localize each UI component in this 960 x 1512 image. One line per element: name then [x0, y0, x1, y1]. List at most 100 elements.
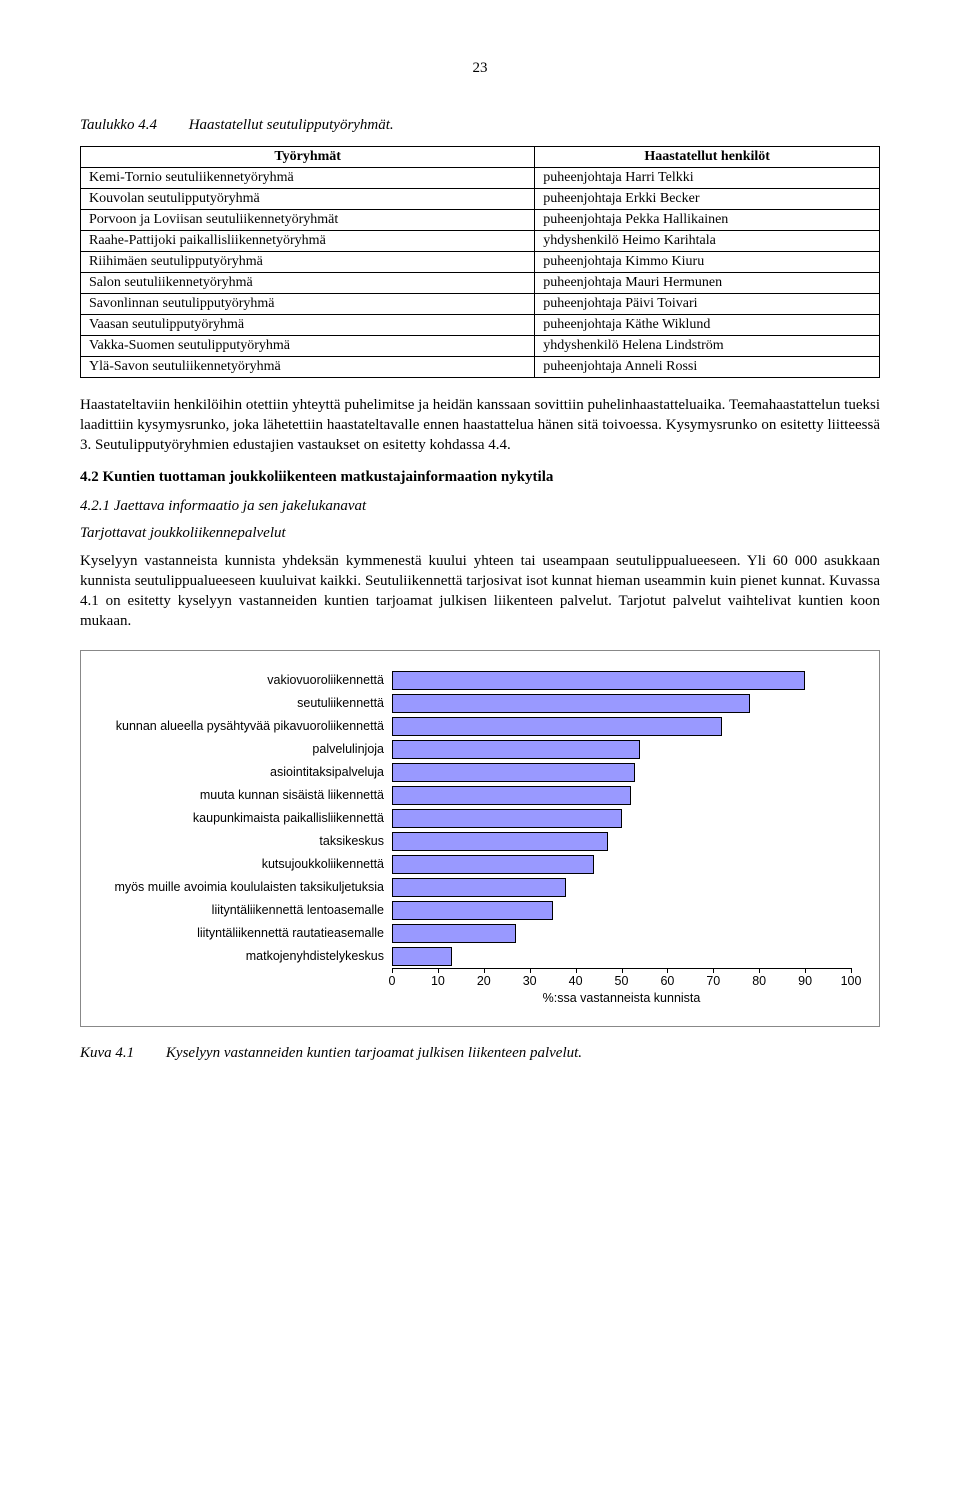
axis-tick: [484, 968, 485, 973]
table-cell: Kouvolan seutulipputyöryhmä: [81, 189, 535, 210]
bar-label: liityntäliikennettä lentoasemalle: [89, 903, 392, 917]
bar-track: [392, 899, 851, 922]
bar-chart: vakiovuoroliikennettä seutuliikennettä kun…: [80, 650, 880, 1027]
figure-caption-num: Kuva 4.1: [80, 1045, 134, 1061]
axis-tick: [667, 968, 668, 973]
axis-tick-label: 40: [569, 974, 583, 988]
bar-track: [392, 669, 851, 692]
table-cell: yhdyshenkilö Heimo Karihtala: [535, 231, 880, 252]
table-row: Kemi-Tornio seutuliikennetyöryhmäpuheenj…: [81, 168, 880, 189]
bar-row: kaupunkimaista paikallisliikennettä: [89, 807, 851, 830]
table-cell: Vakka-Suomen seutulipputyöryhmä: [81, 336, 535, 357]
bar-label: seutuliikennettä: [89, 696, 392, 710]
bar-fill: [392, 671, 805, 690]
bar-label: kunnan alueella pysähtyvää pikavuoroliik…: [89, 719, 392, 733]
table-cell: Porvoon ja Loviisan seutuliikennetyöryhm…: [81, 210, 535, 231]
axis-tick: [438, 968, 439, 973]
bar-track: [392, 945, 851, 968]
table-caption-num: Taulukko 4.4: [80, 117, 157, 133]
bar-label: matkojenyhdistelykeskus: [89, 949, 392, 963]
axis-tick-label: 90: [798, 974, 812, 988]
table-header-cell: Haastatellut henkilöt: [535, 147, 880, 168]
bar-fill: [392, 809, 622, 828]
bar-track: [392, 761, 851, 784]
table-cell: Ylä-Savon seutuliikennetyöryhmä: [81, 357, 535, 378]
page-number: 23: [80, 60, 880, 77]
axis-tick: [713, 968, 714, 973]
table-cell: puheenjohtaja Kimmo Kiuru: [535, 252, 880, 273]
axis-tick: [805, 968, 806, 973]
table-cell: Raahe-Pattijoki paikallisliikennetyöryhm…: [81, 231, 535, 252]
bar-label: muuta kunnan sisäistä liikennettä: [89, 788, 392, 802]
table-row: Raahe-Pattijoki paikallisliikennetyöryhm…: [81, 231, 880, 252]
axis-tick: [530, 968, 531, 973]
bar-track: [392, 738, 851, 761]
x-axis-label: %:ssa vastanneista kunnista: [392, 991, 851, 1005]
subsection-service: Tarjottavat joukkoliikennepalvelut: [80, 525, 880, 542]
bar-track: [392, 922, 851, 945]
bar-label: vakiovuoroliikennettä: [89, 673, 392, 687]
axis-tick-label: 80: [752, 974, 766, 988]
bar-fill: [392, 832, 608, 851]
table-cell: Savonlinnan seutulipputyöryhmä: [81, 294, 535, 315]
table-cell: puheenjohtaja Mauri Hermunen: [535, 273, 880, 294]
bar-row: liityntäliikennettä rautatieasemalle: [89, 922, 851, 945]
bar-row: seutuliikennettä: [89, 692, 851, 715]
table-cell: Riihimäen seutulipputyöryhmä: [81, 252, 535, 273]
axis-tick: [851, 968, 852, 973]
bar-label: kutsujoukkoliikennettä: [89, 857, 392, 871]
axis-tick: [759, 968, 760, 973]
axis-tick-label: 70: [706, 974, 720, 988]
figure-caption-text: Kyselyyn vastanneiden kuntien tarjoamat …: [166, 1045, 582, 1061]
table-cell: yhdyshenkilö Helena Lindström: [535, 336, 880, 357]
bar-fill: [392, 855, 594, 874]
bar-track: [392, 830, 851, 853]
table-header-cell: Työryhmät: [81, 147, 535, 168]
axis-tick: [392, 968, 393, 973]
bar-row: vakiovuoroliikennettä: [89, 669, 851, 692]
bar-track: [392, 807, 851, 830]
table-row: Kouvolan seutulipputyöryhmäpuheenjohtaja…: [81, 189, 880, 210]
table-cell: Vaasan seutulipputyöryhmä: [81, 315, 535, 336]
bar-fill: [392, 901, 553, 920]
axis-tick-label: 0: [389, 974, 396, 988]
bar-fill: [392, 740, 640, 759]
bar-row: asiointitaksipalveluja: [89, 761, 851, 784]
bar-fill: [392, 878, 566, 897]
bar-track: [392, 784, 851, 807]
table-row: Vaasan seutulipputyöryhmäpuheenjohtaja K…: [81, 315, 880, 336]
bar-label: asiointitaksipalveluja: [89, 765, 392, 779]
bar-track: [392, 853, 851, 876]
bar-row: kunnan alueella pysähtyvää pikavuoroliik…: [89, 715, 851, 738]
table-cell: puheenjohtaja Pekka Hallikainen: [535, 210, 880, 231]
bar-fill: [392, 763, 635, 782]
paragraph: Haastateltaviin henkilöihin otettiin yht…: [80, 396, 880, 455]
table-cell: puheenjohtaja Käthe Wiklund: [535, 315, 880, 336]
bar-track: [392, 692, 851, 715]
table-cell: puheenjohtaja Erkki Becker: [535, 189, 880, 210]
table-row: Ylä-Savon seutuliikennetyöryhmäpuheenjoh…: [81, 357, 880, 378]
axis-tick: [576, 968, 577, 973]
bar-label: kaupunkimaista paikallisliikennettä: [89, 811, 392, 825]
bar-track: [392, 876, 851, 899]
bar-fill: [392, 786, 631, 805]
bar-row: kutsujoukkoliikennettä: [89, 853, 851, 876]
bar-row: palvelulinjoja: [89, 738, 851, 761]
table-row: Salon seutuliikennetyöryhmäpuheenjohtaja…: [81, 273, 880, 294]
subsection-421: 4.2.1 Jaettava informaatio ja sen jakelu…: [80, 498, 880, 515]
table-row: Riihimäen seutulipputyöryhmäpuheenjohtaj…: [81, 252, 880, 273]
bar-row: myös muille avoimia koululaisten taksiku…: [89, 876, 851, 899]
bar-fill: [392, 717, 722, 736]
axis-tick-label: 100: [841, 974, 862, 988]
table-row: Vakka-Suomen seutulipputyöryhmäyhdyshenk…: [81, 336, 880, 357]
table-cell: Kemi-Tornio seutuliikennetyöryhmä: [81, 168, 535, 189]
axis-tick-label: 30: [523, 974, 537, 988]
paragraph: Kyselyyn vastanneista kunnista yhdeksän …: [80, 552, 880, 631]
figure-caption: Kuva 4.1 Kyselyyn vastanneiden kuntien t…: [80, 1045, 880, 1062]
axis-tick: [622, 968, 623, 973]
axis-tick-label: 50: [615, 974, 629, 988]
bar-fill: [392, 947, 452, 966]
table-cell: puheenjohtaja Anneli Rossi: [535, 357, 880, 378]
table-cell: Salon seutuliikennetyöryhmä: [81, 273, 535, 294]
table-header-row: Työryhmät Haastatellut henkilöt: [81, 147, 880, 168]
